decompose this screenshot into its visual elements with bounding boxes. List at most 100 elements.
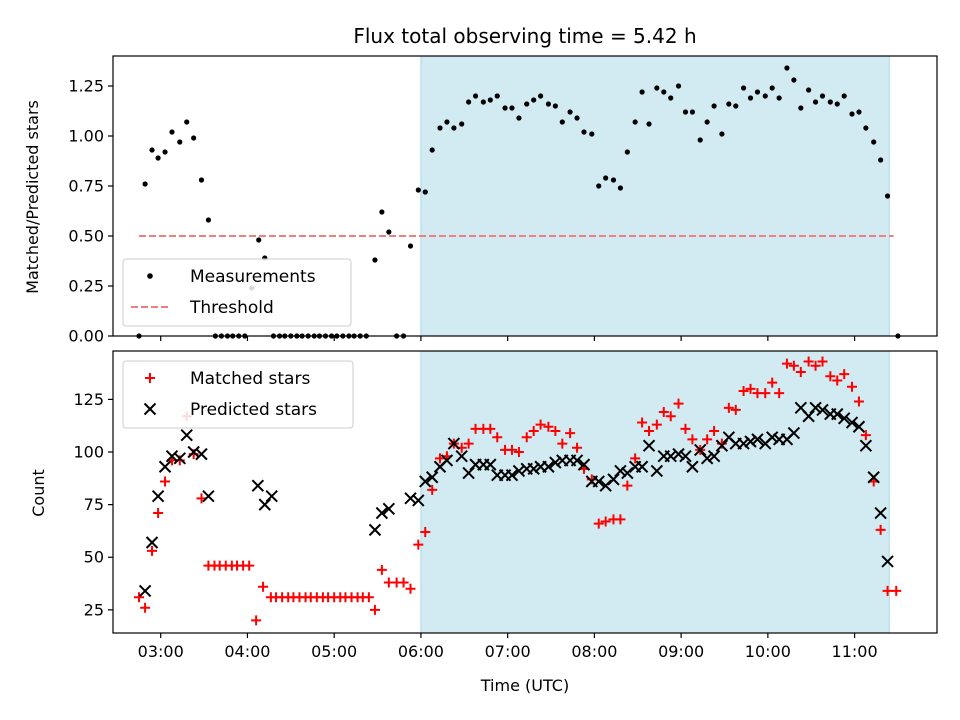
measurement-point	[142, 181, 148, 187]
predicted-point	[614, 464, 627, 478]
matched-point	[803, 356, 814, 367]
predicted-point	[881, 555, 894, 568]
x-tick-label: 11:00	[832, 642, 878, 661]
measurement-point	[878, 157, 884, 163]
matched-point	[196, 493, 207, 504]
bottom-axes-frame	[112, 350, 938, 634]
predicted-point	[802, 410, 815, 423]
measurement-point	[372, 257, 378, 263]
bottom-panel: 25 50 75 100 125 03:00 04:00 05:00 06:00 07:00 08:…	[73, 350, 938, 661]
measurement-point	[191, 135, 197, 141]
measurement-point	[726, 101, 732, 107]
bottom-shaded-region	[420, 350, 890, 634]
measurement-point	[494, 93, 500, 99]
matched-point	[572, 442, 583, 453]
matched-point	[630, 453, 641, 464]
measurement-point	[784, 65, 790, 71]
predicted-point	[694, 443, 707, 457]
measurement-point	[769, 85, 775, 91]
matched-point	[258, 581, 269, 592]
top-axes-frame	[112, 55, 938, 337]
matched-point	[846, 381, 857, 392]
measurement-point	[798, 105, 804, 111]
predicted-point	[837, 412, 851, 425]
predicted-point	[852, 420, 866, 433]
measurement-point	[827, 99, 833, 105]
matched-point	[376, 564, 387, 575]
predicted-point	[765, 431, 779, 444]
measurement-point	[155, 155, 161, 161]
x-axis-label: Time (UTC)	[480, 676, 569, 695]
x-tick-label: 08:00	[571, 642, 617, 661]
measurement-point	[509, 105, 515, 111]
matched-point	[651, 419, 662, 430]
measurement-point	[610, 177, 617, 183]
predicted-point	[412, 494, 425, 507]
measurement-point	[603, 175, 609, 181]
measurement-point	[776, 95, 782, 101]
matched-point	[723, 402, 734, 413]
measurement-point	[841, 93, 847, 99]
measurement-point	[177, 139, 183, 145]
bottom-y-tick-label: 125	[73, 390, 104, 409]
matched-point	[244, 560, 255, 571]
measurement-point	[552, 103, 558, 109]
legend-matched-marker	[145, 373, 155, 383]
predicted-point	[138, 584, 152, 598]
matched-point	[825, 371, 836, 382]
measurement-point	[184, 119, 190, 125]
predicted-point	[570, 454, 584, 467]
predicted-point	[744, 435, 757, 448]
top-y-tick-label: 1.25	[68, 77, 104, 96]
measurement-point	[162, 149, 168, 155]
predicted-point	[512, 464, 526, 478]
legend-entry-label: Threshold	[189, 298, 274, 318]
measurement-point	[459, 121, 465, 127]
measurement-point	[589, 131, 595, 137]
predicted-point	[787, 426, 801, 440]
measurement-point	[379, 209, 385, 215]
measurement-point	[437, 125, 443, 131]
predicted-point	[650, 464, 664, 478]
matched-point	[492, 432, 503, 443]
measurement-point	[791, 77, 797, 83]
matched-point	[434, 453, 445, 464]
matched-point	[398, 577, 409, 588]
measurement-point	[596, 183, 602, 189]
top-y-tick-label: 0.00	[68, 327, 104, 346]
measurement-point	[205, 217, 212, 223]
matched-point	[420, 526, 431, 537]
matched-point	[615, 514, 626, 525]
measurement-point	[624, 149, 630, 155]
predicted-point	[462, 466, 475, 480]
predicted-point	[158, 460, 172, 473]
predicted-point	[484, 458, 497, 471]
measurement-point	[531, 97, 537, 103]
matched-point	[709, 425, 720, 436]
measurement-point	[256, 237, 262, 243]
matched-point	[363, 592, 374, 603]
chart-title: Flux total observing time = 5.42 h	[353, 24, 696, 48]
measurement-point	[733, 103, 739, 109]
measurement-point	[444, 119, 450, 125]
predicted-point	[831, 407, 844, 421]
top-y-tick-label: 0.25	[68, 277, 104, 296]
measurement-point	[472, 93, 479, 99]
matched-point	[550, 425, 561, 436]
bottom-y-tick-label: 25	[84, 600, 104, 619]
legend-predicted-marker	[143, 402, 157, 416]
measurement-point	[668, 95, 674, 101]
matched-point	[817, 356, 828, 367]
x-tick-label: 06:00	[398, 642, 444, 661]
measurement-point	[834, 101, 840, 107]
predicted-point	[375, 506, 389, 520]
predicted-point	[404, 492, 417, 505]
measurement-point	[617, 185, 624, 191]
matched-point	[147, 545, 158, 556]
measurement-point	[740, 85, 747, 91]
predicted-point	[577, 458, 591, 471]
matched-point	[774, 388, 785, 399]
top-shaded-region	[420, 55, 890, 337]
matched-point	[810, 360, 821, 371]
